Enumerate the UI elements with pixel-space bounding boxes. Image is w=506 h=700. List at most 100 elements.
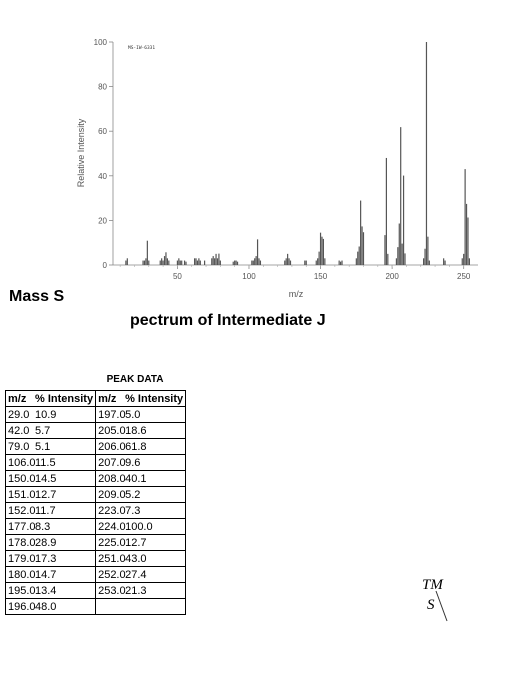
- peak-mz-right: 209.0: [98, 488, 126, 501]
- peak-intensity-right: 21.3: [125, 584, 147, 597]
- x-tick-label: 250: [457, 272, 471, 281]
- peak-table-row: 180.014.7 252.027.4: [4, 566, 187, 583]
- peak-table-row: 29.0 10.9 197.05.0: [4, 406, 187, 423]
- peak-mz-left: 196.0: [8, 600, 36, 613]
- peak-cell-right: 224.0100.0: [95, 518, 187, 535]
- peak-data-title: PEAK DATA: [106, 374, 164, 385]
- peak-cell-left: 178.028.9: [4, 534, 97, 551]
- y-tick-label: 0: [103, 261, 108, 270]
- trademark-tm: TM: [422, 577, 443, 593]
- peak-cell-right: 206.061.8: [95, 438, 187, 455]
- peak-mz-left: 177.0: [8, 520, 36, 533]
- peak-mz-right: 197.0: [98, 408, 126, 421]
- peak-mz-left: 151.0: [8, 488, 36, 501]
- peak-intensity-right: 9.6: [125, 456, 141, 469]
- caption-part-1: Mass S: [9, 288, 65, 305]
- peak-intensity-left: 11.5: [35, 456, 56, 469]
- caption-part-2: pectrum of Intermediate J: [130, 312, 326, 329]
- peak-table-row: 195.013.4 253.021.3: [4, 582, 187, 599]
- peak-intensity-right: 43.0: [125, 552, 147, 565]
- peak-cell-left: 179.017.3: [4, 550, 97, 567]
- peak-intensity-right: 5.2: [125, 488, 141, 501]
- peak-intensity-right: 61.8: [125, 440, 147, 453]
- peak-intensity-left: 10.9: [35, 408, 57, 421]
- peak-table-row: 177.08.3 224.0100.0: [4, 518, 187, 535]
- x-axis-title: m/z: [289, 289, 304, 299]
- peak-cell-left: 42.0 5.7: [4, 422, 97, 439]
- peak-table-row: 179.017.3 251.043.0: [4, 550, 187, 567]
- peak-mz-left: 42.0: [8, 424, 30, 437]
- header-intensity-left: % Intensity: [35, 392, 94, 405]
- header-mz-left: m/z: [8, 392, 27, 405]
- peak-cell-left: 79.0 5.1: [4, 438, 97, 455]
- peak-cell-right: 253.021.3: [95, 582, 187, 599]
- peak-intensity-left: 12.7: [35, 488, 57, 501]
- peak-cell-left: 106.011.5: [4, 454, 97, 471]
- x-tick-label: 150: [314, 272, 328, 281]
- peak-cell-left: 151.012.7: [4, 486, 97, 503]
- peak-mz-right: 223.0: [98, 504, 126, 517]
- peak-data-table: m/z % Intensity m/z % Intensity 29.0 10.9 19…: [4, 390, 187, 615]
- peak-table-row: 152.011.7 223.07.3: [4, 502, 187, 519]
- peak-mz-right: 251.0: [98, 552, 126, 565]
- peak-cell-right: 252.027.4: [95, 566, 187, 583]
- peak-intensity-left: 13.4: [35, 584, 57, 597]
- x-tick-label: 200: [385, 272, 399, 281]
- mass-spectrum-chart: MS-IW-6331 0 20 40 60 80 100 50 100 150 200 250 R…: [76, 38, 478, 299]
- y-tick-label: 40: [98, 172, 107, 181]
- peak-intensity-left: 17.3: [35, 552, 57, 565]
- y-tick-label: 100: [94, 38, 108, 47]
- x-tick-label: 50: [173, 272, 182, 281]
- peak-mz-left: 79.0: [8, 440, 30, 453]
- peak-mz-left: 29.0: [8, 408, 30, 421]
- peak-intensity-right: 40.1: [125, 472, 147, 485]
- peak-intensity-right: 12.7: [125, 536, 147, 549]
- peak-intensity-right: 5.0: [125, 408, 141, 421]
- peak-cell-left: 196.048.0: [4, 598, 97, 615]
- peak-intensity-left: 5.1: [35, 440, 51, 453]
- peak-intensity-left: 5.7: [35, 424, 51, 437]
- y-axis-title: Relative Intensity: [76, 118, 86, 187]
- y-tick-label: 20: [98, 216, 107, 225]
- peak-intensity-right: 27.4: [125, 568, 147, 581]
- peak-intensity-right: 7.3: [125, 504, 141, 517]
- peak-table-row: 106.011.5 207.09.6: [4, 454, 187, 471]
- peak-cell-right: 207.09.6: [95, 454, 187, 471]
- peak-cell-left: 180.014.7: [4, 566, 97, 583]
- peak-intensity-right: 18.6: [125, 424, 147, 437]
- peak-mz-right: 208.0: [98, 472, 126, 485]
- y-tick-label: 60: [98, 127, 107, 136]
- peak-table-row: 150.014.5 208.040.1: [4, 470, 187, 487]
- peak-mz-left: 195.0: [8, 584, 36, 597]
- peak-mz-left: 152.0: [8, 504, 36, 517]
- peak-cell-right: 223.07.3: [95, 502, 187, 519]
- peak-mz-right: 206.0: [98, 440, 126, 453]
- trademark-mark: TM S: [416, 575, 456, 625]
- peak-mz-right: 207.0: [98, 456, 126, 469]
- peak-mz-left: 179.0: [8, 552, 36, 565]
- peak-mz-left: 150.0: [8, 472, 36, 485]
- trademark-slash: [435, 590, 448, 622]
- peak-cell-right: 205.018.6: [95, 422, 187, 439]
- header-mz-right: m/z: [98, 392, 117, 405]
- header-intensity-right: % Intensity: [125, 392, 184, 405]
- peak-cell-left: 152.011.7: [4, 502, 97, 519]
- peak-cell-left: 195.013.4: [4, 582, 97, 599]
- peak-table-row: 196.048.0: [4, 598, 187, 615]
- peak-mz-right: 253.0: [98, 584, 126, 597]
- x-axis-ticks: 50 100 150 200 250: [173, 265, 471, 281]
- peak-mz-right: 225.0: [98, 536, 126, 549]
- peak-cell-left: 177.08.3: [4, 518, 97, 535]
- peak-table-row: 178.028.9 225.012.7: [4, 534, 187, 551]
- spectrum-peaks: [125, 42, 471, 265]
- peak-table-header-right: m/z % Intensity: [95, 390, 187, 407]
- peak-mz-left: 106.0: [8, 456, 36, 469]
- peak-intensity-right: 100.0: [125, 520, 153, 533]
- peak-cell-right: 209.05.2: [95, 486, 187, 503]
- peak-mz-left: 180.0: [8, 568, 36, 581]
- peak-table-header-left: m/z % Intensity: [4, 390, 97, 407]
- peak-cell-right: 208.040.1: [95, 470, 187, 487]
- peak-intensity-left: 14.7: [35, 568, 57, 581]
- peak-table-body: 29.0 10.9 197.05.0 42.0 5.7 205.018.6 79.0 5.1 2…: [4, 406, 187, 615]
- peak-cell-right: 225.012.7: [95, 534, 187, 551]
